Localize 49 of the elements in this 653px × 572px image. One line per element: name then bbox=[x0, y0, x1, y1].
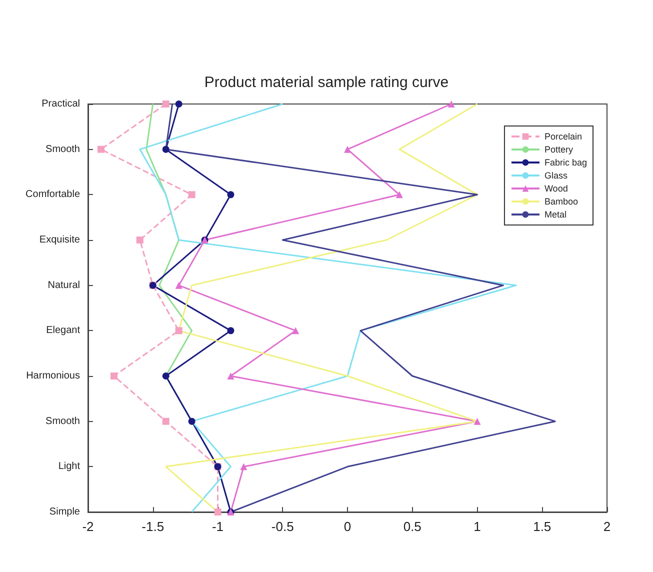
point bbox=[136, 236, 144, 244]
point bbox=[110, 372, 118, 380]
y-tick-label: Comfortable bbox=[26, 189, 80, 200]
point bbox=[162, 372, 170, 380]
point bbox=[396, 191, 403, 198]
legend-label: Bamboo bbox=[544, 196, 578, 206]
x-tick-label: -1.5 bbox=[142, 519, 164, 534]
x-tick-label: 1 bbox=[474, 519, 481, 534]
y-tick-label: Practical bbox=[42, 98, 80, 110]
x-tick-label: 1.5 bbox=[533, 519, 552, 534]
x-tick-label: 0.5 bbox=[403, 519, 422, 534]
legend-label: Fabric bag bbox=[544, 158, 588, 168]
point bbox=[227, 191, 234, 198]
y-tick-label: Simple bbox=[49, 506, 80, 518]
point bbox=[188, 418, 196, 425]
point bbox=[227, 372, 234, 380]
point bbox=[448, 100, 455, 108]
point bbox=[474, 418, 481, 425]
point bbox=[240, 463, 248, 470]
point bbox=[162, 146, 170, 153]
point bbox=[227, 327, 234, 334]
y-tick-label: Smooth bbox=[46, 416, 80, 427]
point bbox=[162, 100, 170, 108]
x-tick-label: -1 bbox=[212, 519, 224, 534]
point bbox=[162, 418, 170, 425]
x-tick-label: -2 bbox=[82, 519, 94, 534]
x-tick-label: 0 bbox=[344, 519, 352, 534]
y-tick-label: Harmonious bbox=[26, 370, 80, 382]
point bbox=[97, 146, 104, 153]
y-tick-label: Elegant bbox=[46, 325, 80, 336]
x-tick-label: 2 bbox=[603, 519, 611, 534]
y-tick-label: Smooth bbox=[46, 144, 80, 155]
chart-title: Product material sample rating curve bbox=[204, 74, 449, 91]
point bbox=[214, 508, 222, 516]
legend-label: Metal bbox=[544, 210, 566, 220]
point bbox=[188, 191, 196, 198]
point bbox=[292, 327, 300, 334]
point bbox=[175, 282, 182, 289]
legend-label: Glass bbox=[544, 170, 568, 180]
y-tick-label: Exquisite bbox=[39, 234, 80, 246]
point bbox=[175, 327, 182, 334]
y-tick-label: Natural bbox=[48, 280, 80, 291]
legend-label: Porcelain bbox=[544, 132, 582, 142]
legend-label: Wood bbox=[544, 184, 568, 194]
legend-label: Pottery bbox=[544, 144, 574, 154]
x-tick-label: -0.5 bbox=[271, 519, 294, 534]
point bbox=[344, 146, 351, 153]
y-tick-label: Light bbox=[58, 461, 80, 472]
point bbox=[175, 100, 182, 108]
